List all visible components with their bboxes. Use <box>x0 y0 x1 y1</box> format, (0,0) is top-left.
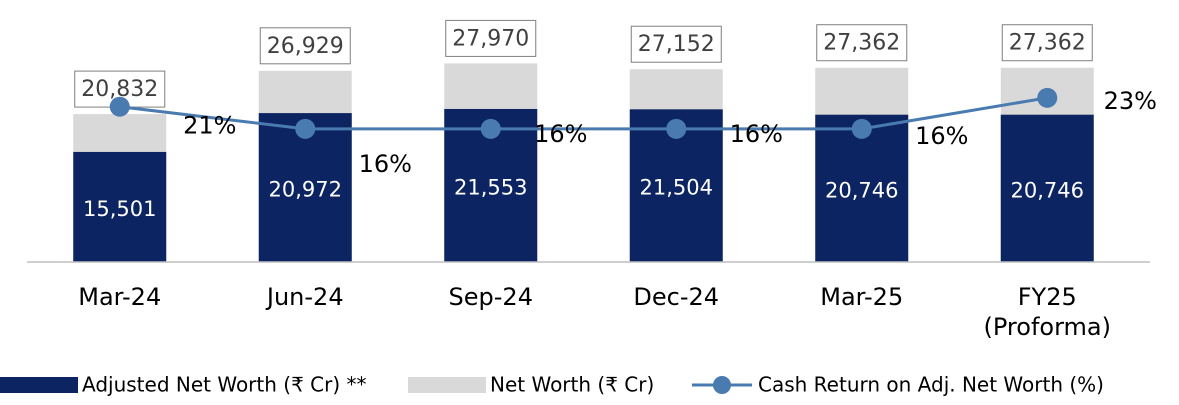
legend-label: Net Worth (₹ Cr) <box>490 373 654 397</box>
label-box <box>1001 24 1093 62</box>
line-value-label: 16% <box>915 122 968 150</box>
label-box <box>630 25 722 63</box>
x-tick-label: Sep-24 <box>448 283 533 311</box>
x-tick-label: Mar-25 <box>820 283 904 311</box>
x-tick-label: FY25 (Proforma) <box>983 283 1111 341</box>
line-point <box>666 118 687 139</box>
bar-total-label: 27,970 <box>452 26 529 51</box>
legend-swatch <box>0 377 78 393</box>
line-point <box>109 96 130 117</box>
bar-total-label: 26,929 <box>267 34 344 59</box>
bar-total-label: 27,152 <box>638 32 715 57</box>
label-box <box>259 27 351 65</box>
line-point <box>851 118 872 139</box>
bar-value-label: 15,501 <box>83 197 156 221</box>
bar-total-label: 27,362 <box>823 31 900 56</box>
label-box <box>816 24 908 62</box>
line-value-label: 16% <box>534 120 587 148</box>
line-value-label: 21% <box>183 112 236 140</box>
bar <box>73 151 167 262</box>
line-point <box>295 118 316 139</box>
line-value-label: 23% <box>1104 87 1157 115</box>
legend-label: Adjusted Net Worth (₹ Cr) ** <box>82 373 367 397</box>
line-point <box>480 118 501 139</box>
bar <box>1000 114 1094 262</box>
bar-value-label: 21,553 <box>454 175 527 199</box>
bar-total-label: 27,362 <box>1009 31 1086 56</box>
legend-swatch <box>408 377 486 393</box>
legend-label: Cash Return on Adj. Net Worth (%) <box>758 373 1104 397</box>
line-value-label: 16% <box>359 150 412 178</box>
line-point <box>1037 87 1058 108</box>
x-tick-label: Mar-24 <box>78 283 162 311</box>
label-box <box>445 19 537 57</box>
line-value-label: 16% <box>730 120 783 148</box>
x-tick-label: Dec-24 <box>633 283 720 311</box>
bar-value-label: 20,746 <box>1011 178 1084 202</box>
line <box>119 96 1048 131</box>
bar-value-label: 20,972 <box>269 178 342 202</box>
bar <box>815 114 909 262</box>
bar-value-label: 20,746 <box>825 178 898 202</box>
legend-swatch <box>713 376 731 394</box>
x-tick-label: Jun-24 <box>266 283 344 311</box>
bar-value-label: 21,504 <box>640 176 713 200</box>
